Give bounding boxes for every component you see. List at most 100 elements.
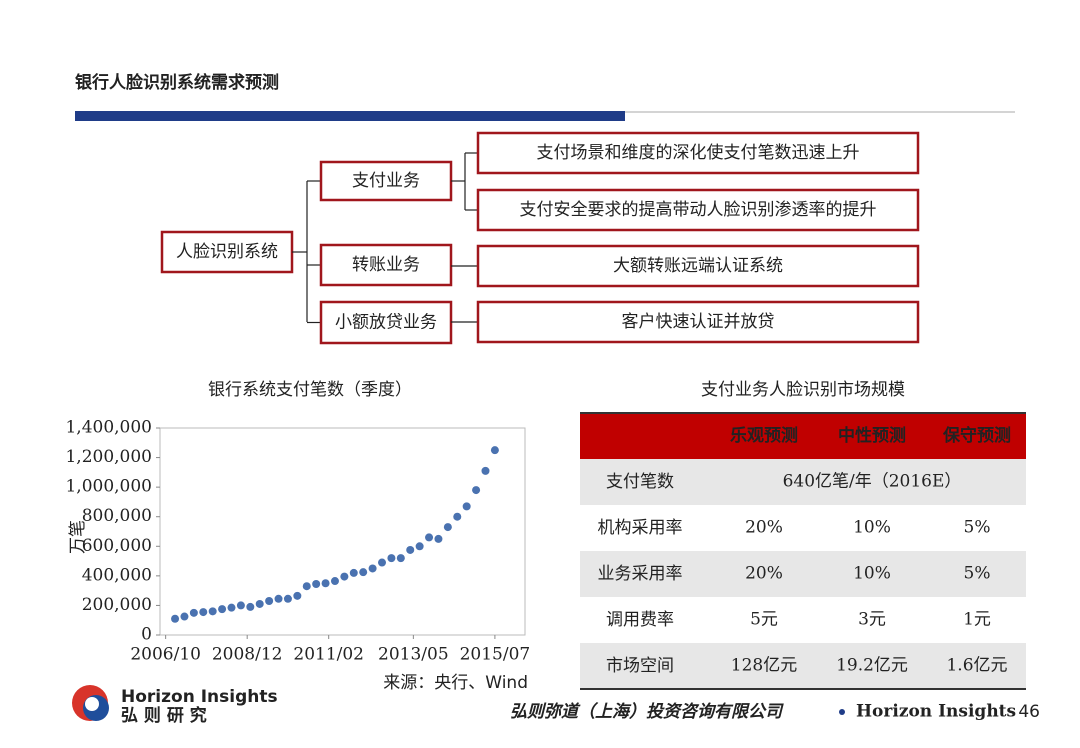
row-band: [580, 551, 1026, 597]
y-tick-label: 600,000: [82, 536, 152, 556]
row-label: 机构采用率: [598, 518, 683, 538]
point: [443, 523, 452, 532]
point: [368, 564, 377, 573]
point: [236, 601, 245, 610]
leaf: 支付场景和维度的深化使支付笔数迅速上升: [537, 142, 860, 163]
company: 弘则弥道（上海）投资咨询有限公司: [510, 702, 784, 722]
cell: 128亿元: [731, 656, 797, 676]
y-tick-label: 1,000,000: [65, 477, 152, 497]
point: [265, 596, 274, 605]
cell: 20%: [745, 564, 783, 584]
branch-box: [319, 243, 453, 287]
cell: 3元: [858, 610, 886, 630]
point: [387, 554, 396, 563]
table-title: 支付业务人脸识别市场规模: [701, 380, 905, 400]
point: [171, 614, 180, 623]
tree-root-box: [160, 230, 294, 274]
row-label: 业务采用率: [598, 564, 683, 584]
point: [434, 534, 443, 543]
point: [199, 608, 208, 617]
chart-title: 银行系统支付笔数（季度）: [208, 380, 412, 400]
point: [453, 512, 462, 521]
point: [208, 607, 217, 616]
point: [415, 542, 424, 551]
title-bar: [75, 111, 625, 121]
cell: 10%: [853, 518, 891, 538]
point: [293, 591, 302, 600]
point: [321, 579, 330, 588]
point: [283, 594, 292, 603]
row-band: [580, 643, 1026, 689]
leaf: 大额转账远端认证系统: [613, 256, 783, 276]
logo-cn: 弘 则 研 究: [121, 705, 207, 726]
column-header: 乐观预测: [730, 425, 798, 446]
leaf: 支付安全要求的提高带动人脸识别渗透率的提升: [520, 200, 877, 220]
x-tick-label: 2008/12: [212, 645, 283, 665]
y-axis-label: 万笔: [68, 520, 88, 554]
row-band: [580, 459, 1026, 505]
point: [425, 533, 434, 542]
point: [378, 558, 387, 567]
branch-box: [319, 160, 453, 202]
cell: 10%: [853, 564, 891, 584]
point: [330, 577, 339, 586]
point: [274, 594, 283, 603]
x-tick-label: 2006/10: [130, 645, 201, 665]
logo: [85, 697, 99, 711]
source: 来源：央行、Wind: [383, 673, 528, 693]
branch: 小额放贷业务: [335, 313, 437, 333]
x-tick-label: 2013/05: [378, 645, 449, 665]
branch: 支付业务: [352, 171, 420, 191]
row-label: 调用费率: [606, 610, 674, 630]
plot-frame: [159, 427, 526, 636]
cell: 1元: [963, 610, 991, 630]
brand: Horizon Insights: [856, 702, 1016, 722]
branch-box: [319, 300, 453, 345]
leaf-box: [476, 131, 920, 175]
cell: 20%: [745, 518, 783, 538]
slide-title: 银行人脸识别系统需求预测: [75, 72, 279, 93]
cell: 1.6亿元: [946, 656, 1007, 676]
logo-en: Horizon Insights: [121, 687, 278, 707]
point: [340, 572, 349, 581]
point: [462, 502, 471, 511]
leaf-box: [476, 244, 920, 288]
point: [472, 486, 481, 495]
y-tick-label: 400,000: [82, 565, 152, 585]
row-label: 支付笔数: [606, 472, 674, 492]
point: [302, 582, 311, 591]
point: [218, 605, 227, 614]
cell: 5元: [750, 610, 778, 630]
column-header: 中性预测: [838, 425, 906, 446]
point: [406, 545, 415, 554]
point: [189, 608, 198, 617]
leaf: 客户快速认证并放贷: [622, 312, 775, 332]
x-tick-label: 2015/07: [460, 645, 531, 665]
x-tick-label: 2011/02: [293, 645, 364, 665]
cell: 19.2亿元: [836, 656, 908, 676]
cell: 640亿笔/年（2016E）: [783, 472, 962, 492]
point: [255, 599, 264, 608]
point: [481, 466, 490, 475]
y-tick-label: 800,000: [82, 506, 152, 526]
branch: 转账业务: [352, 255, 420, 275]
row-label: 市场空间: [606, 656, 674, 676]
column-header: 保守预测: [942, 425, 1011, 446]
y-tick-label: 1,400,000: [65, 418, 152, 438]
point: [359, 568, 368, 577]
point: [312, 579, 321, 588]
leaf-box: [476, 300, 920, 344]
y-tick-label: 0: [141, 625, 152, 645]
cell: 5%: [964, 518, 991, 538]
y-tick-label: 1,200,000: [65, 447, 152, 467]
dot: [839, 709, 845, 715]
point: [396, 554, 405, 563]
page-number: 46: [1018, 702, 1040, 722]
point: [246, 602, 255, 611]
point: [180, 612, 189, 621]
point: [227, 603, 236, 612]
point: [349, 568, 358, 577]
y-tick-label: 200,000: [82, 595, 152, 615]
tree-root: 人脸识别系统: [176, 242, 278, 262]
